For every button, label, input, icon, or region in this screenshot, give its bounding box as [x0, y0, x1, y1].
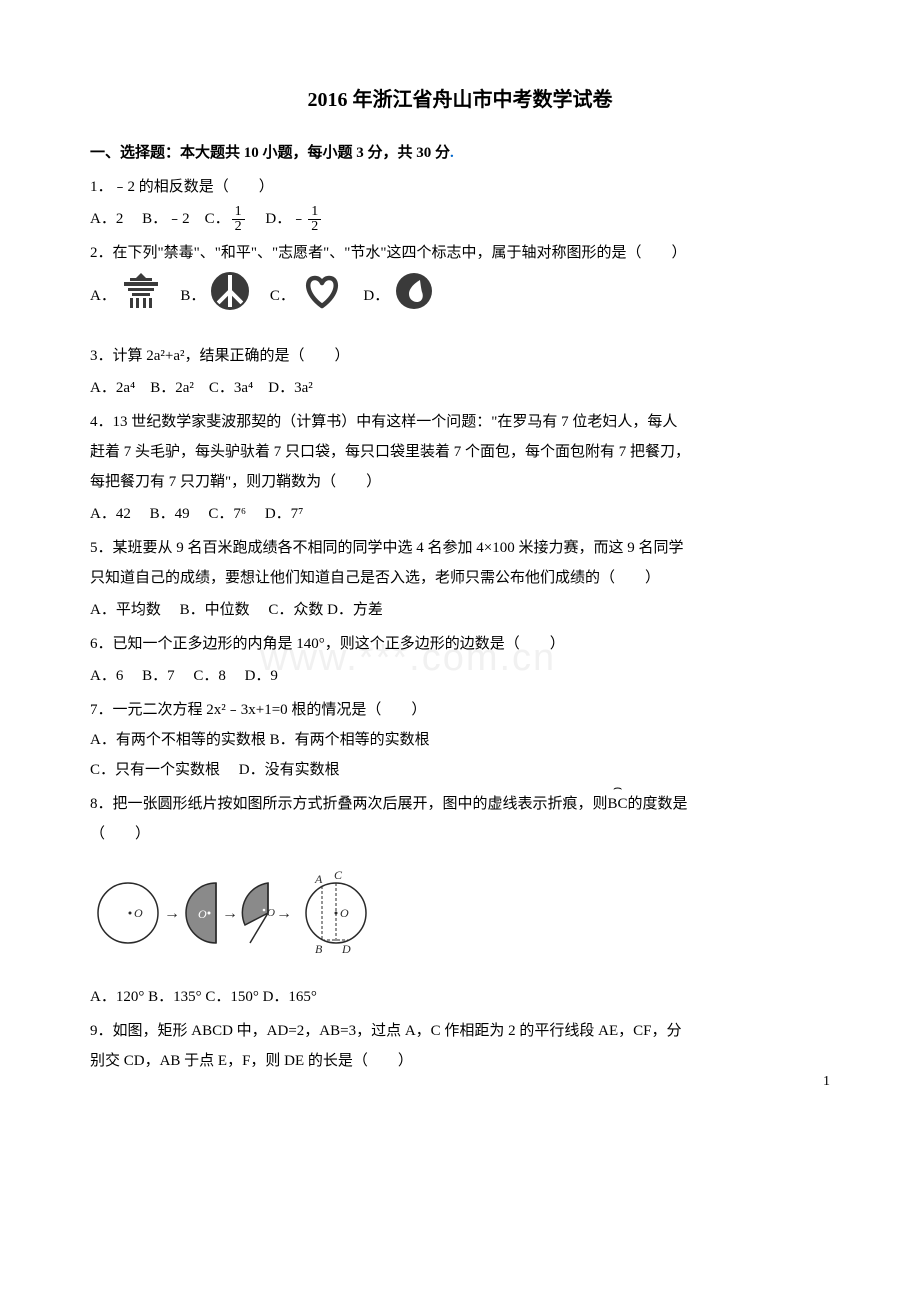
diagram-label-D: D [341, 942, 351, 956]
q8-stem: 8．把一张圆形纸片按如图所示方式折叠两次后展开，图中的虚线表示折痕，则⌢BC的度… [90, 789, 830, 819]
q2-labelD: D． [363, 288, 389, 304]
q5-line2: 只知道自己的成绩，要想让他们知道自己是否入选，老师只需公布他们成绩的（ ） [90, 563, 830, 593]
section-marker-icon: . [450, 145, 454, 161]
fraction-icon: 12 [232, 205, 245, 234]
q7-line1: A．有两个不相等的实数根 B．有两个相等的实数根 [90, 725, 830, 755]
no-drugs-icon [120, 270, 162, 323]
arc-text: BC [608, 796, 628, 812]
frac-den: 2 [232, 220, 245, 234]
q1-optA: A．2 [90, 211, 123, 227]
question-1: 1．﹣2 的相反数是（ ） A．2 B．﹣2 C．12 D．﹣12 [90, 172, 830, 234]
q8-stem-suffix: 的度数是 [628, 796, 688, 812]
water-drop-icon [393, 270, 435, 323]
question-8: 8．把一张圆形纸片按如图所示方式折叠两次后展开，图中的虚线表示折痕，则⌢BC的度… [90, 789, 830, 1012]
diagram-label-B: B [315, 942, 323, 956]
q2-stem: 2．在下列"禁毒"、"和平"、"志愿者"、"节水"这四个标志中，属于轴对称图形的… [90, 238, 830, 268]
question-6: 6．已知一个正多边形的内角是 140°，则这个正多边形的边数是（ ） A．6 B… [90, 629, 830, 691]
q1-optC-label: C． [205, 211, 230, 227]
q2-labelC: C． [270, 288, 295, 304]
arrow-icon: → [276, 905, 292, 922]
diagram-label-A: A [314, 872, 323, 886]
question-7: 7．一元二次方程 2x²﹣3x+1=0 根的情况是（ ） A．有两个不相等的实数… [90, 695, 830, 785]
question-2: 2．在下列"禁毒"、"和平"、"志愿者"、"节水"这四个标志中，属于轴对称图形的… [90, 238, 830, 323]
q5-line1: 5．某班要从 9 名百米跑成绩各不相同的同学中选 4 名参加 4×100 米接力… [90, 533, 830, 563]
arrow-icon: → [164, 905, 180, 922]
fraction-icon: 12 [308, 205, 321, 234]
frac-num: 1 [308, 205, 321, 220]
spacer [90, 323, 830, 337]
q1-options: A．2 B．﹣2 C．12 D．﹣12 [90, 204, 830, 234]
q9-line2: 别交 CD，AB 于点 E，F，则 DE 的长是（ ） [90, 1046, 830, 1076]
q8-paren: （ ） [90, 819, 830, 849]
q5-options: A．平均数 B．中位数 C．众数 D．方差 [90, 595, 830, 625]
q4-line1: 4．13 世纪数学家斐波那契的（计算书）中有这样一个问题："在罗马有 7 位老妇… [90, 407, 830, 437]
q2-labelB: B． [180, 288, 205, 304]
question-5: 5．某班要从 9 名百米跑成绩各不相同的同学中选 4 名参加 4×100 米接力… [90, 533, 830, 625]
q7-stem: 7．一元二次方程 2x²﹣3x+1=0 根的情况是（ ） [90, 695, 830, 725]
q2-options: A． B． [90, 270, 830, 323]
diagram-label-C: C [334, 868, 343, 882]
arc-bc-icon: ⌢BC [608, 789, 628, 819]
page-title: 2016 年浙江省舟山市中考数学试卷 [90, 80, 830, 120]
q4-options: A．42 B．49 C．7⁶ D．7⁷ [90, 499, 830, 529]
question-3: 3．计算 2a²+a²，结果正确的是（ ） A．2a⁴ B．2a² C．3a⁴ … [90, 341, 830, 403]
q1-stem: 1．﹣2 的相反数是（ ） [90, 172, 830, 202]
diagram-label-O: O [340, 906, 349, 920]
q6-options: A．6 B．7 C．8 D．9 [90, 661, 830, 691]
q6-stem: 6．已知一个正多边形的内角是 140°，则这个正多边形的边数是（ ） [90, 629, 830, 659]
heart-icon [299, 270, 345, 323]
q4-line2: 赶着 7 头毛驴，每头驴驮着 7 只口袋，每只口袋里装着 7 个面包，每个面包附… [90, 437, 830, 467]
diagram-label-O: O [198, 907, 207, 921]
q4-line3: 每把餐刀有 7 只刀鞘"，则刀鞘数为（ ） [90, 467, 830, 497]
question-4: 4．13 世纪数学家斐波那契的（计算书）中有这样一个问题："在罗马有 7 位老妇… [90, 407, 830, 529]
q8-diagram: O → O → O → [90, 855, 830, 976]
frac-den: 2 [308, 220, 321, 234]
q8-options: A．120° B．135° C．150° D．165° [90, 982, 830, 1012]
arrow-icon: → [222, 905, 238, 922]
peace-icon [209, 270, 251, 323]
q9-line1: 9．如图，矩形 ABCD 中，AD=2，AB=3，过点 A，C 作相距为 2 的… [90, 1016, 830, 1046]
q1-optD-label: D．﹣ [265, 211, 306, 227]
question-9: 9．如图，矩形 ABCD 中，AD=2，AB=3，过点 A，C 作相距为 2 的… [90, 1016, 830, 1076]
section-header: 一、选择题：本大题共 10 小题，每小题 3 分，共 30 分. [90, 138, 830, 168]
diagram-label-O: O [134, 906, 143, 920]
q8-stem-prefix: 8．把一张圆形纸片按如图所示方式折叠两次后展开，图中的虚线表示折痕，则 [90, 796, 608, 812]
q1-optB: B．﹣2 [142, 211, 190, 227]
q7-line2: C．只有一个实数根 D．没有实数根 [90, 755, 830, 785]
diagram-label-O: O [267, 907, 275, 919]
q3-stem: 3．计算 2a²+a²，结果正确的是（ ） [90, 341, 830, 371]
frac-num: 1 [232, 205, 245, 220]
q3-options: A．2a⁴ B．2a² C．3a⁴ D．3a² [90, 373, 830, 403]
section-header-text: 一、选择题：本大题共 10 小题，每小题 3 分，共 30 分 [90, 145, 450, 161]
q2-labelA: A． [90, 288, 116, 304]
